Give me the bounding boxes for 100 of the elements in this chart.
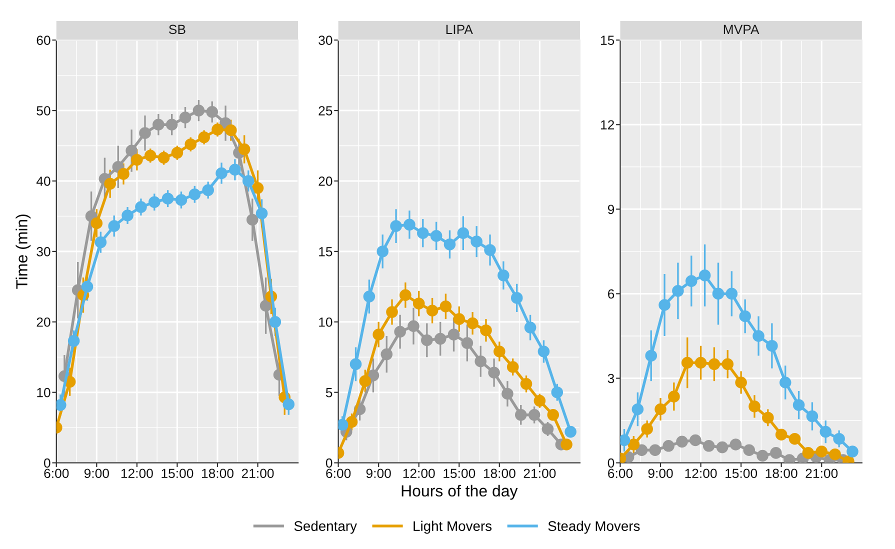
point bbox=[645, 350, 658, 362]
point bbox=[488, 366, 500, 379]
x-tick-label: 6:00 bbox=[326, 468, 351, 478]
point bbox=[716, 441, 728, 454]
point bbox=[225, 124, 237, 136]
point bbox=[408, 320, 420, 332]
y-tick-label: 9 bbox=[608, 204, 614, 214]
y-tick-label: 12 bbox=[601, 120, 614, 130]
point bbox=[350, 358, 362, 370]
point bbox=[434, 332, 446, 345]
x-tick-label: 12:00 bbox=[121, 468, 153, 478]
point bbox=[685, 275, 698, 287]
point bbox=[542, 423, 554, 435]
point bbox=[252, 182, 264, 194]
point bbox=[179, 112, 192, 124]
point bbox=[122, 210, 134, 222]
point bbox=[690, 434, 702, 446]
y-tick-label: 20 bbox=[318, 176, 332, 186]
point bbox=[212, 124, 224, 136]
point bbox=[514, 408, 527, 421]
point bbox=[246, 214, 258, 226]
point bbox=[198, 131, 210, 144]
point bbox=[708, 358, 720, 370]
point bbox=[470, 236, 482, 248]
point bbox=[453, 313, 466, 325]
point bbox=[466, 317, 478, 330]
point bbox=[131, 154, 143, 166]
point bbox=[457, 227, 470, 240]
y-tick-label: 20 bbox=[36, 317, 50, 327]
point bbox=[412, 298, 425, 310]
point bbox=[506, 361, 519, 373]
x-tick-label: 9:00 bbox=[366, 468, 391, 478]
point bbox=[820, 426, 832, 438]
point bbox=[81, 280, 94, 293]
point bbox=[528, 408, 540, 421]
point bbox=[400, 289, 412, 302]
point bbox=[372, 328, 384, 340]
point bbox=[108, 220, 120, 232]
point bbox=[564, 426, 576, 438]
point bbox=[672, 284, 684, 297]
point bbox=[430, 230, 442, 242]
point bbox=[681, 356, 694, 369]
point bbox=[694, 356, 707, 369]
point bbox=[730, 438, 742, 450]
point bbox=[148, 196, 160, 208]
point bbox=[448, 328, 460, 340]
point bbox=[474, 355, 487, 368]
point bbox=[376, 246, 389, 258]
point bbox=[139, 127, 151, 139]
point bbox=[126, 144, 138, 157]
point bbox=[846, 446, 858, 458]
point bbox=[390, 220, 402, 232]
point bbox=[722, 358, 734, 370]
y-tick-label: 0 bbox=[326, 458, 332, 468]
x-tick-label: 18:00 bbox=[484, 468, 516, 478]
chart-title: SB bbox=[169, 24, 186, 34]
y-tick-label: 0 bbox=[608, 458, 614, 468]
point bbox=[632, 403, 644, 416]
point bbox=[816, 446, 828, 458]
point bbox=[175, 194, 188, 206]
point bbox=[735, 376, 747, 388]
point bbox=[662, 440, 674, 452]
point bbox=[282, 398, 295, 410]
y-tick-label: 15 bbox=[319, 247, 332, 256]
point bbox=[702, 440, 715, 452]
point bbox=[788, 432, 801, 445]
x-tick-label: 12:00 bbox=[403, 468, 435, 478]
y-tick-label: 50 bbox=[36, 106, 50, 116]
point bbox=[260, 300, 272, 312]
x-tick-label: 15:00 bbox=[726, 468, 758, 478]
point bbox=[560, 438, 572, 450]
point bbox=[524, 322, 536, 334]
point bbox=[158, 152, 170, 164]
point bbox=[775, 428, 788, 441]
point bbox=[229, 164, 241, 176]
point bbox=[440, 300, 452, 312]
point bbox=[380, 348, 393, 360]
y-tick-label: 30 bbox=[36, 247, 50, 256]
point bbox=[386, 306, 398, 318]
point bbox=[770, 447, 782, 459]
point bbox=[426, 304, 438, 317]
x-axis-title: Hours of the day bbox=[402, 484, 518, 500]
y-tick-label: 0 bbox=[44, 458, 50, 468]
point bbox=[829, 448, 841, 460]
point bbox=[756, 450, 768, 462]
x-tick-label: 9:00 bbox=[84, 468, 109, 478]
point bbox=[748, 400, 760, 412]
point bbox=[628, 438, 640, 450]
point bbox=[206, 106, 218, 118]
point bbox=[416, 227, 429, 240]
y-tick-label: 15 bbox=[601, 36, 614, 45]
y-tick-label: 30 bbox=[318, 36, 332, 45]
x-tick-label: 21:00 bbox=[806, 468, 838, 478]
point bbox=[654, 403, 666, 416]
point bbox=[649, 444, 662, 456]
y-tick-label: 10 bbox=[37, 388, 50, 398]
point bbox=[192, 104, 205, 116]
y-tick-label: 10 bbox=[319, 317, 332, 327]
legend-label: Steady Movers bbox=[548, 520, 640, 534]
point bbox=[484, 244, 496, 256]
